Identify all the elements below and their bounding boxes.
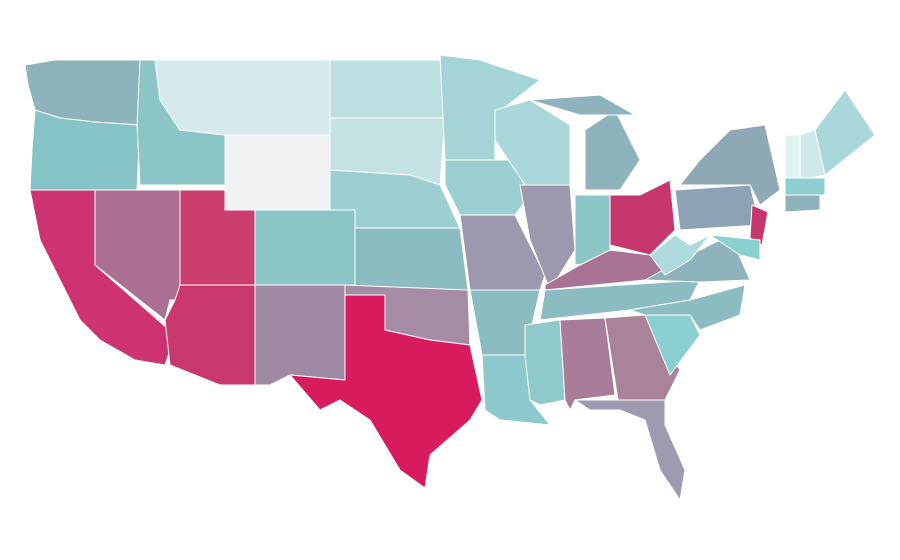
state [164,284,256,386]
state [459,214,546,291]
state [524,319,566,406]
state [784,134,801,181]
state [584,109,641,191]
state [224,134,331,211]
state [709,234,761,261]
state [574,399,686,501]
state [519,184,576,291]
state [289,294,483,489]
state [784,194,821,213]
state [329,59,446,119]
state [254,284,346,386]
state [529,94,636,116]
state [679,124,781,206]
state [354,227,469,291]
state [609,179,676,256]
state [254,209,356,286]
state [784,177,826,196]
state [814,89,876,176]
state [604,314,681,401]
state [749,204,769,246]
state [674,184,761,231]
state [629,284,746,331]
state [154,59,331,136]
